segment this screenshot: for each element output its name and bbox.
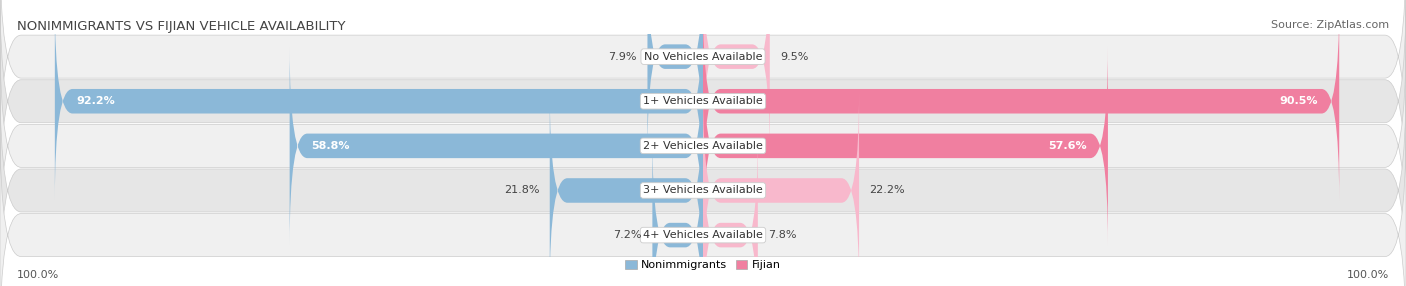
FancyBboxPatch shape [0,0,1406,169]
Text: NONIMMIGRANTS VS FIJIAN VEHICLE AVAILABILITY: NONIMMIGRANTS VS FIJIAN VEHICLE AVAILABI… [17,20,346,33]
FancyBboxPatch shape [55,2,703,200]
Text: 22.2%: 22.2% [869,186,905,195]
Text: 7.2%: 7.2% [613,230,643,240]
Text: 58.8%: 58.8% [311,141,349,151]
Text: 3+ Vehicles Available: 3+ Vehicles Available [643,186,763,195]
Text: 21.8%: 21.8% [503,186,540,195]
Text: 90.5%: 90.5% [1279,96,1319,106]
Text: 7.8%: 7.8% [768,230,797,240]
FancyBboxPatch shape [703,0,770,156]
Legend: Nonimmigrants, Fijian: Nonimmigrants, Fijian [621,256,785,275]
FancyBboxPatch shape [703,47,1108,245]
FancyBboxPatch shape [0,0,1406,214]
FancyBboxPatch shape [0,123,1406,286]
Text: No Vehicles Available: No Vehicles Available [644,52,762,61]
Text: 1+ Vehicles Available: 1+ Vehicles Available [643,96,763,106]
FancyBboxPatch shape [0,78,1406,286]
FancyBboxPatch shape [703,91,859,286]
Text: 2+ Vehicles Available: 2+ Vehicles Available [643,141,763,151]
Text: 57.6%: 57.6% [1049,141,1087,151]
Text: 100.0%: 100.0% [17,270,59,279]
Text: Source: ZipAtlas.com: Source: ZipAtlas.com [1271,20,1389,30]
FancyBboxPatch shape [703,136,758,286]
Text: 4+ Vehicles Available: 4+ Vehicles Available [643,230,763,240]
FancyBboxPatch shape [550,91,703,286]
FancyBboxPatch shape [647,0,703,156]
FancyBboxPatch shape [703,2,1340,200]
FancyBboxPatch shape [290,47,703,245]
Text: 7.9%: 7.9% [609,52,637,61]
Text: 92.2%: 92.2% [76,96,115,106]
Text: 9.5%: 9.5% [780,52,808,61]
FancyBboxPatch shape [652,136,703,286]
Text: 100.0%: 100.0% [1347,270,1389,279]
FancyBboxPatch shape [0,33,1406,258]
